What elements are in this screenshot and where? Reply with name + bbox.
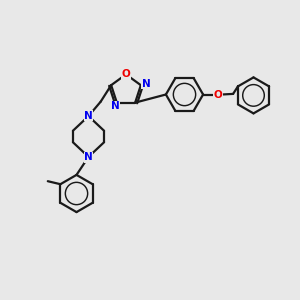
Text: N: N (111, 101, 120, 111)
Text: O: O (214, 89, 223, 100)
Text: N: N (84, 152, 93, 163)
Text: N: N (84, 110, 93, 121)
Text: N: N (142, 79, 151, 89)
Text: O: O (122, 69, 130, 80)
